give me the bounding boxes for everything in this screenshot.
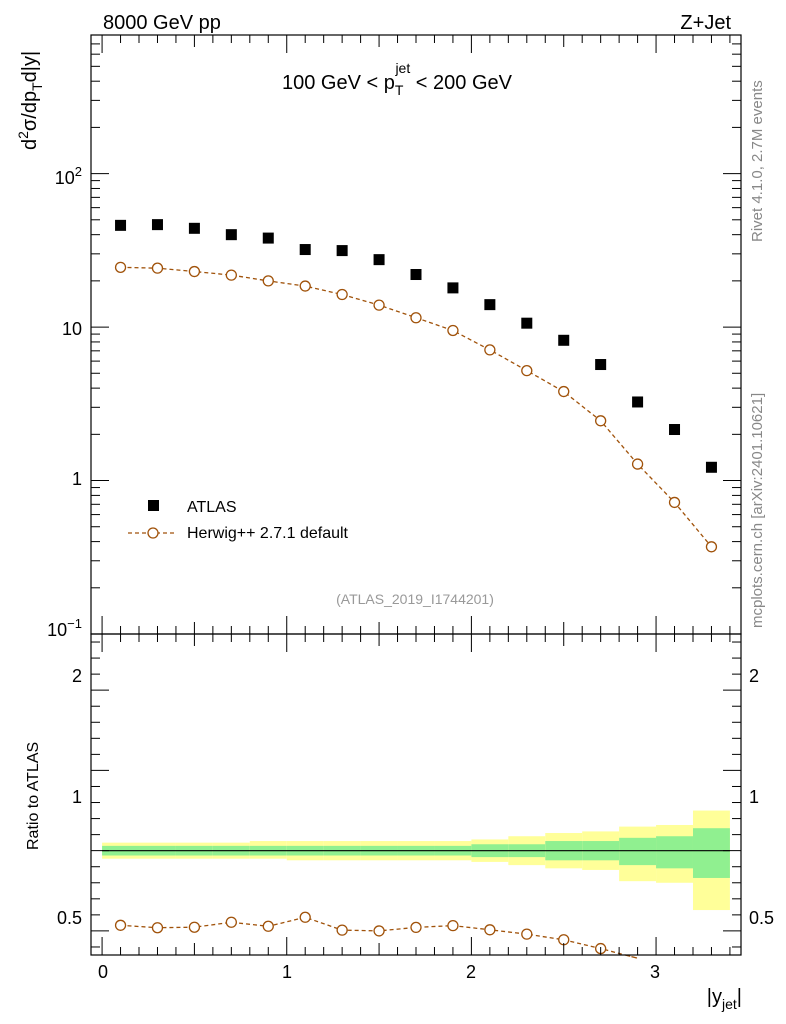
y-axis-label: d2σ/dpTd|y|	[15, 51, 45, 150]
atlas-point	[595, 359, 607, 371]
stat-uncertainty-band	[619, 837, 657, 866]
ratio-y-tick-0.5-right: 0.5	[749, 908, 774, 928]
herwig-ratio-point	[151, 922, 164, 934]
herwig-ratio-point	[114, 919, 127, 931]
y-tick-label-0.1: 10−1	[47, 616, 82, 640]
herwig-ratio-point	[225, 916, 237, 928]
x-tick-label-2: 2	[466, 962, 476, 982]
herwig-point	[558, 385, 570, 398]
atlas-point	[484, 299, 496, 311]
x-tick-label-3: 3	[650, 962, 660, 982]
herwig-point	[336, 288, 348, 301]
ratio-y-axis-label: Ratio to ATLAS	[25, 742, 42, 850]
atlas-point	[299, 244, 311, 256]
ratio-frame	[90, 633, 742, 956]
herwig-point	[299, 280, 311, 292]
herwig-ratio-point	[410, 921, 422, 934]
atlas-point	[151, 219, 163, 231]
atlas-point	[225, 229, 237, 241]
x-tick-label-0: 0	[98, 962, 108, 982]
ratio-tick-labels: 2 1 0.5 2 1 0.5 0 1 2 3	[57, 666, 774, 982]
herwig-ratio-point	[262, 920, 274, 932]
main-tick-labels: 102 10 1 10−1	[47, 164, 82, 640]
herwig-point	[595, 415, 607, 427]
herwig-ratio-line	[120, 916, 638, 959]
herwig-point	[521, 364, 533, 377]
beam-label: 8000 GeV pp	[103, 12, 221, 34]
herwig-ratio-point	[484, 924, 496, 936]
ratio-plot-content	[102, 810, 730, 959]
atlas-point	[632, 396, 644, 408]
main-frame	[90, 34, 742, 635]
ratio-axis-ticks	[91, 634, 741, 955]
process-label: Z+Jet	[680, 12, 731, 34]
herwig-point	[631, 458, 644, 470]
legend-herwig-marker	[147, 527, 159, 539]
ratio-panel: 2 1 0.5 2 1 0.5 0 1 2 3 Ratio to ATLAS |…	[25, 633, 774, 1012]
legend-herwig-label: Herwig++ 2.7.1 default	[187, 525, 349, 542]
atlas-point	[115, 219, 127, 231]
atlas-point	[373, 254, 385, 266]
atlas-point	[336, 245, 348, 257]
main-plot-content	[114, 219, 718, 553]
ratio-y-tick-2-right: 2	[749, 666, 759, 686]
atlas-point	[521, 317, 533, 329]
legend: ATLAS Herwig++ 2.7.1 default	[128, 499, 349, 542]
atlas-point	[410, 269, 422, 281]
herwig-point	[447, 324, 459, 337]
ratio-y-tick-1-right: 1	[749, 787, 759, 807]
herwig-point	[151, 262, 164, 274]
herwig-point	[262, 275, 274, 287]
herwig-ratio-point	[373, 925, 385, 937]
x-axis-label: |yjet|	[707, 986, 742, 1012]
atlas-point	[558, 334, 570, 346]
atlas-point	[188, 222, 200, 234]
ratio-y-tick-2: 2	[72, 666, 82, 686]
ratio-y-tick-1: 1	[72, 787, 82, 807]
herwig-point	[410, 312, 422, 324]
herwig-point	[225, 269, 237, 281]
herwig-ratio-point	[299, 911, 311, 923]
herwig-point	[668, 496, 681, 509]
herwig-ratio-point	[447, 919, 459, 932]
herwig-point	[705, 541, 718, 553]
herwig-point	[373, 299, 385, 311]
atlas-point	[262, 232, 274, 244]
stat-uncertainty-band	[656, 836, 693, 869]
legend-atlas-marker	[148, 500, 159, 511]
herwig-ratio-point	[336, 924, 348, 936]
rivet-label: Rivet 4.1.0, 2.7M events	[749, 80, 766, 242]
atlas-point	[447, 282, 459, 294]
main-panel: 102 10 1 10−1 100 GeV < pTjet < 200 GeV …	[15, 34, 742, 640]
x-tick-label-1: 1	[282, 962, 292, 982]
herwig-point	[114, 261, 127, 273]
atlas-point	[669, 424, 681, 436]
herwig-ratio-point	[188, 921, 201, 933]
analysis-reference: (ATLAS_2019_I1744201)	[336, 591, 494, 607]
herwig-point	[188, 265, 201, 278]
panel-title: 100 GeV < pTjet < 200 GeV	[282, 60, 513, 98]
y-tick-label-100: 102	[55, 164, 82, 188]
legend-atlas-label: ATLAS	[187, 499, 237, 516]
main-axis-ticks	[91, 34, 741, 635]
stat-uncertainty-band	[692, 828, 730, 878]
herwig-ratio-point	[521, 928, 533, 940]
y-tick-label-10: 10	[62, 319, 82, 339]
ratio-y-tick-0.5: 0.5	[57, 908, 82, 928]
mcplots-label: mcplots.cern.ch [arXiv:2401.10621]	[749, 393, 766, 628]
herwig-point	[484, 344, 496, 356]
atlas-point	[705, 461, 717, 473]
y-tick-label-1: 1	[72, 469, 82, 489]
